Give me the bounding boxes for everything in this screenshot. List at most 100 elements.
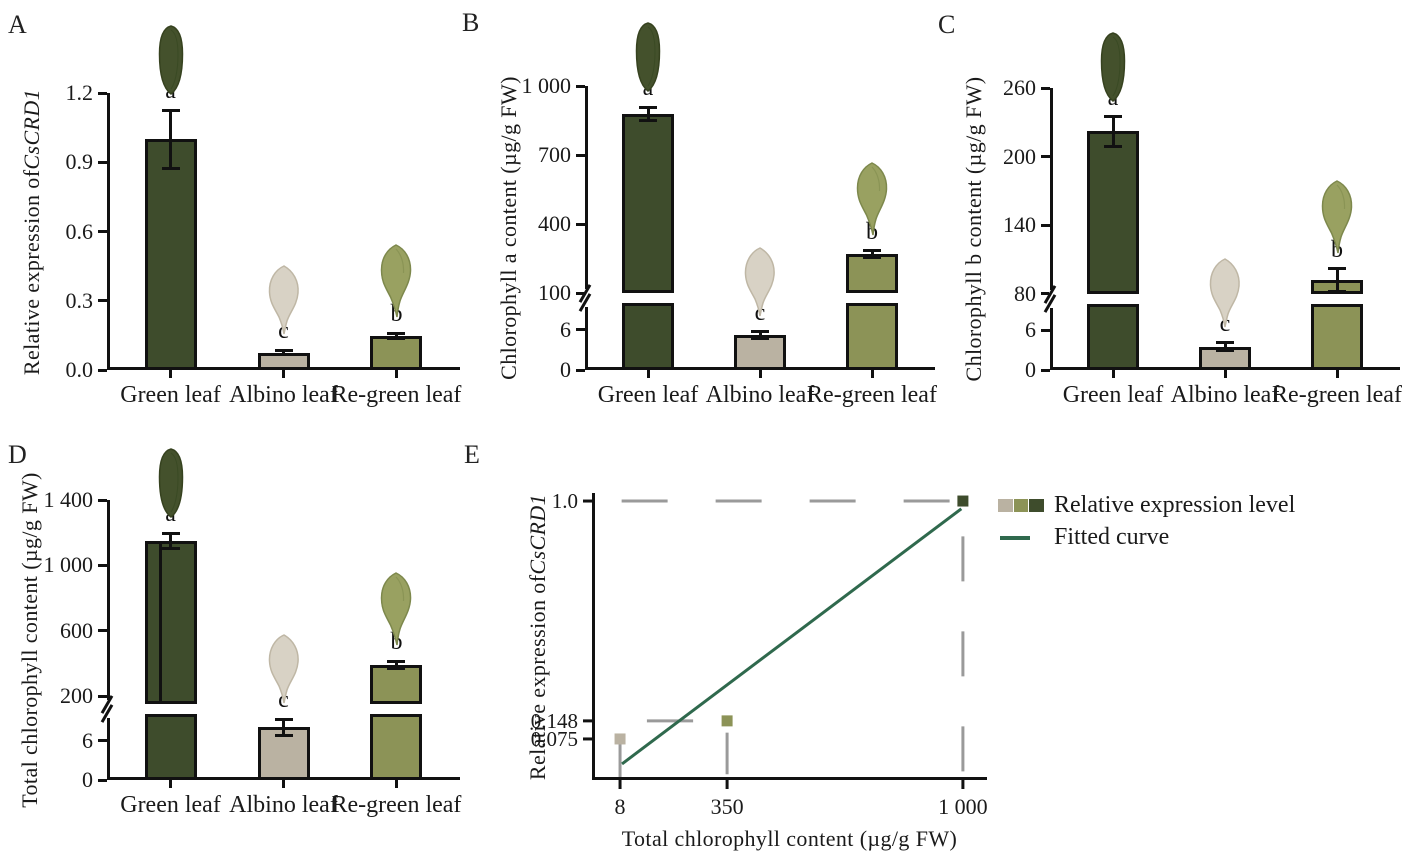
y-tick — [576, 84, 585, 88]
legend-square-dark — [1029, 499, 1045, 512]
error-bar-cap-top — [1216, 341, 1234, 345]
category-label: Re-green leaf — [807, 382, 937, 408]
error-bar-cap-bottom — [639, 118, 657, 122]
y-tick — [98, 299, 107, 303]
category-label: Re-green leaf — [331, 792, 462, 818]
y-tick-label: 0 — [82, 767, 93, 792]
regreen-leaf-icon — [375, 571, 417, 647]
panel-label-E: E — [464, 440, 480, 469]
category-label: Green leaf — [597, 382, 699, 408]
y-tick-label: 0.3 — [65, 287, 94, 313]
green-leaf-icon — [154, 24, 188, 96]
bar-segment-upper — [370, 664, 423, 705]
error-bar-cap-top — [387, 659, 406, 663]
panel-label-D: D — [8, 440, 27, 469]
bar-segment-lower — [622, 303, 674, 370]
y-tick-label: 600 — [60, 617, 93, 643]
y-axis-title-text: Relative expression of — [19, 169, 44, 375]
green-leaf-icon — [1096, 31, 1130, 103]
x-tick — [758, 370, 762, 378]
error-bar-line — [1111, 116, 1115, 147]
scatter-plot-svg — [583, 493, 987, 789]
x-tick — [282, 370, 285, 378]
y-axis — [585, 86, 588, 370]
y-tick-label: 0.9 — [65, 149, 94, 175]
x-tick-label: 8 — [614, 794, 626, 819]
y-tick — [98, 368, 107, 372]
panel-label-A: A — [8, 10, 27, 39]
y-tick — [1041, 292, 1050, 296]
bar — [370, 335, 423, 370]
y-axis — [107, 500, 110, 780]
x-tick — [1223, 370, 1227, 378]
panel-label-B: B — [462, 8, 480, 37]
bar-segment-upper — [846, 254, 898, 294]
y-axis — [107, 93, 110, 370]
error-bar-cap-bottom — [387, 337, 406, 341]
error-bar-cap-top — [274, 717, 293, 721]
y-tick-label: 140 — [1003, 212, 1036, 238]
y-tick-label: 0 — [560, 357, 571, 382]
x-tick — [646, 370, 650, 378]
y-tick — [98, 739, 107, 743]
y-tick — [576, 153, 585, 157]
y-tick-label: 80 — [1014, 280, 1036, 306]
x-tick — [282, 780, 285, 788]
y-tick-label: 100 — [538, 280, 571, 306]
legend-line-swatch — [1000, 535, 1030, 540]
category-label: Albino leaf — [705, 382, 815, 408]
data-point — [957, 495, 969, 507]
y-axis — [1050, 88, 1053, 370]
y-axis-title-text: Relative expression of — [525, 574, 550, 780]
legend-line-icon — [998, 535, 1045, 540]
y-tick — [1041, 155, 1050, 159]
bar-inner-line — [158, 542, 162, 703]
y-tick — [576, 328, 585, 332]
y-tick — [1041, 368, 1050, 372]
y-tick — [98, 91, 107, 95]
y-tick-label: 200 — [60, 683, 93, 708]
error-bar-cap-top — [1328, 267, 1346, 271]
bar-segment-lower — [144, 714, 197, 780]
y-axis-title-text: CsCRD1 — [19, 88, 44, 170]
bar-segment-lower — [370, 714, 423, 780]
y-axis-title-text: Total chlorophyll content (µg/g FW) — [17, 472, 42, 808]
y-tick-label: 6 — [560, 316, 571, 342]
bar — [734, 335, 786, 370]
y-axis-title-text: CsCRD1 — [525, 493, 550, 575]
error-bar-cap-top — [639, 105, 657, 109]
legend-square-beige — [998, 499, 1013, 512]
albino-leaf-icon — [262, 633, 306, 705]
error-bar-line — [394, 333, 398, 339]
y-tick — [1041, 223, 1050, 227]
y-tick-label: 6 — [1025, 317, 1036, 343]
error-bar-line — [870, 250, 874, 258]
error-bar-cap-bottom — [751, 337, 769, 341]
x-axis-title: Total chlorophyll content (µg/g FW) — [621, 826, 958, 851]
y-tick — [1041, 86, 1050, 90]
error-bar-cap-bottom — [274, 733, 293, 737]
x-tick — [169, 370, 173, 378]
y-tick — [98, 160, 107, 164]
y-tick-label: 6 — [82, 727, 93, 753]
y-tick — [98, 498, 107, 502]
error-bar-cap-top — [751, 330, 769, 334]
error-bar-line — [758, 331, 762, 339]
y-axis-title-text: Chlorophyll b content (µg/g FW) — [961, 76, 986, 382]
error-bar-line — [646, 107, 650, 121]
error-bar-cap-bottom — [1216, 349, 1234, 353]
albino-leaf-icon — [262, 264, 306, 336]
legend-item: Relative expression level — [998, 492, 1295, 519]
x-tick — [870, 370, 874, 378]
y-axis-title-C: Chlorophyll b content (µg/g FW) — [959, 59, 989, 399]
bar-segment-upper — [1087, 131, 1139, 294]
green-leaf-icon — [154, 447, 188, 519]
y-tick-label: 260 — [1003, 75, 1036, 100]
y-tick — [576, 222, 585, 226]
error-bar-line — [394, 661, 398, 669]
y-tick-label: 1.0 — [551, 489, 578, 514]
regreen-leaf-icon — [851, 161, 893, 237]
panel-A: 0.00.30.60.91.2aGreen leafcAlbino leafbR… — [66, 25, 461, 408]
